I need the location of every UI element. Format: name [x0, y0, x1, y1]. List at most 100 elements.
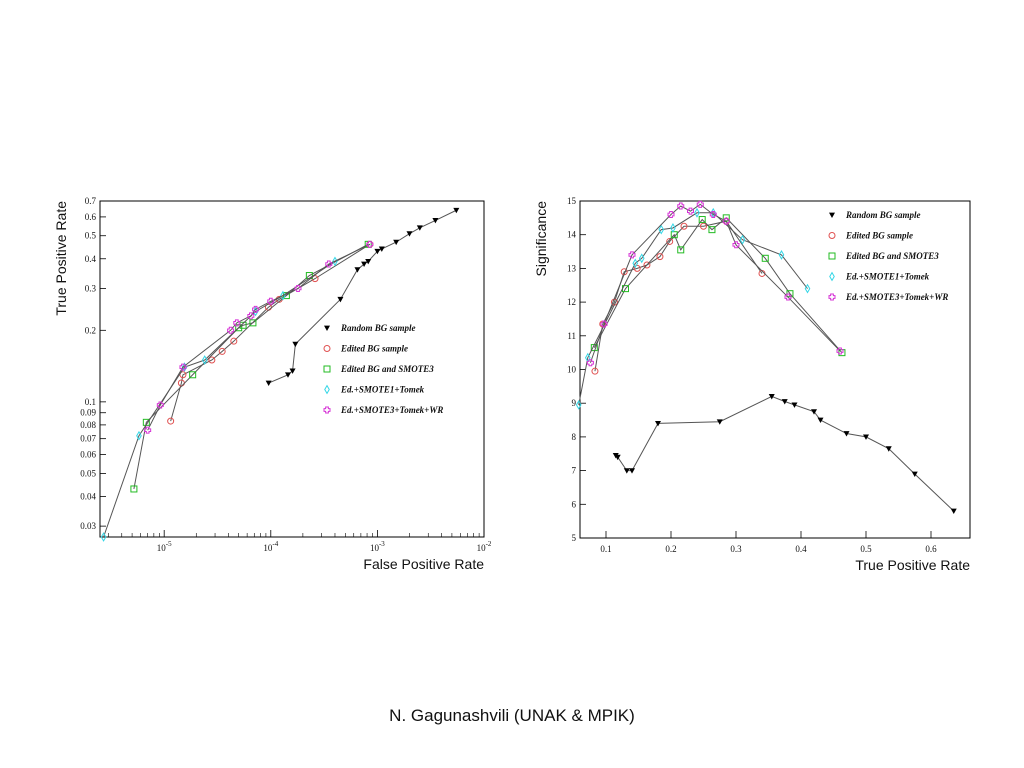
y-tick-label: 0.5	[85, 231, 97, 241]
data-point	[179, 363, 187, 371]
data-point	[716, 419, 723, 425]
data-point	[337, 296, 344, 303]
legend: Random BG sample Edited BG sample Edited B…	[828, 210, 948, 302]
series-line	[615, 395, 955, 512]
series-ed-smote1-tomek	[100, 256, 338, 542]
data-point	[354, 267, 361, 273]
data-point	[167, 417, 175, 425]
y-tick-label: 6	[572, 499, 577, 509]
data-point	[453, 207, 460, 214]
data-point	[294, 284, 302, 292]
significance-chart: 5 6 7 8 9 10 11 12 13 14 15 0.1 0.2 0.3 0.4 0.5 0.6 True …	[533, 196, 971, 573]
y-tick-label: 0.06	[80, 450, 96, 460]
legend-label: Ed.+SMOTE3+Tomek+WR	[845, 292, 948, 302]
data-point	[586, 359, 594, 367]
data-point	[252, 305, 260, 313]
legend-label: Random BG sample	[340, 323, 416, 333]
data-point	[722, 217, 730, 225]
data-point	[655, 421, 661, 427]
data-point	[656, 253, 664, 261]
legend-label: Ed.+SMOTE1+Tomek	[845, 272, 930, 282]
legend-marker	[324, 384, 330, 395]
data-point	[696, 200, 704, 208]
data-point	[235, 324, 243, 332]
y-tick-label: 11	[567, 331, 576, 341]
y-tick-label: 9	[572, 398, 577, 408]
y-tick-label: 0.3	[85, 283, 97, 293]
legend-marker	[323, 345, 331, 352]
roc-chart: 0.03 0.04 0.05 0.06 0.07 0.08 0.090.1 0.2 0.3 0.4…	[53, 196, 492, 572]
series-edited-bg-sample	[591, 217, 766, 375]
data-point	[670, 223, 676, 233]
data-point	[667, 210, 675, 218]
series-line	[147, 243, 371, 431]
y-tick-label: 0.2	[85, 325, 96, 335]
data-point	[633, 264, 641, 272]
data-point	[700, 222, 707, 230]
x-tick-label: 0.2	[665, 544, 676, 554]
data-point	[632, 258, 639, 269]
x-axis-title: True Positive Rate	[855, 557, 970, 573]
y-tick-label: 0.08	[80, 420, 96, 430]
data-point	[378, 246, 385, 252]
data-point	[836, 347, 844, 355]
legend-label: Ed.+SMOTE3+Tomek+WR	[340, 405, 443, 415]
y-tick-label: 7	[572, 466, 577, 476]
data-point	[709, 210, 717, 218]
data-point	[768, 394, 775, 400]
data-point	[292, 341, 299, 348]
data-point	[249, 319, 257, 327]
data-point	[591, 367, 599, 375]
legend-marker	[323, 406, 331, 414]
data-point	[804, 283, 811, 294]
y-axis-title: Significance	[533, 201, 549, 277]
data-point	[136, 430, 142, 441]
x-tick-label: 0.4	[795, 544, 807, 554]
legend-label: Edited BG and SMOTE3	[845, 251, 939, 261]
data-point	[817, 417, 824, 424]
legend-label: Random BG sample	[845, 210, 921, 220]
x-tick-label: 0.3	[730, 544, 742, 554]
data-point	[144, 426, 152, 434]
data-point	[791, 402, 798, 408]
y-tick-label: 0.09	[80, 408, 96, 418]
data-point	[732, 241, 740, 249]
data-point	[416, 225, 423, 231]
series-line	[589, 203, 841, 363]
series-edited-bg-and-smote3	[130, 240, 372, 493]
data-point	[628, 251, 636, 259]
legend-marker	[828, 232, 836, 239]
y-tick-label: 14	[567, 230, 577, 240]
y-tick-label: 0.03	[80, 521, 96, 531]
legend-marker	[829, 212, 835, 218]
series-line	[170, 243, 371, 422]
series-line	[103, 260, 336, 538]
data-point	[227, 326, 235, 334]
data-point	[267, 297, 275, 305]
y-tick-label: 15	[567, 196, 577, 206]
data-point	[677, 246, 685, 254]
data-point	[406, 231, 413, 237]
data-point	[230, 337, 238, 345]
x-tick-label: 0.1	[600, 544, 611, 554]
legend-marker	[828, 252, 836, 260]
y-tick-label: 13	[567, 263, 577, 273]
y-tick-label: 0.04	[80, 491, 96, 501]
legend-label: Edited BG sample	[340, 344, 408, 354]
data-point	[739, 234, 746, 245]
data-point	[677, 202, 685, 210]
legend-label: Ed.+SMOTE1+Tomek	[340, 385, 425, 395]
data-point	[623, 468, 630, 474]
data-point	[325, 260, 333, 268]
y-tick-label: 10	[567, 365, 577, 375]
data-point	[100, 532, 107, 542]
data-point	[614, 454, 621, 461]
y-tick-label: 5	[572, 533, 577, 543]
data-point	[189, 371, 197, 379]
data-point	[698, 216, 706, 224]
data-point	[156, 401, 164, 409]
legend-marker	[829, 271, 835, 282]
data-point	[781, 399, 788, 405]
y-axis-title: True Positive Rate	[53, 201, 69, 316]
